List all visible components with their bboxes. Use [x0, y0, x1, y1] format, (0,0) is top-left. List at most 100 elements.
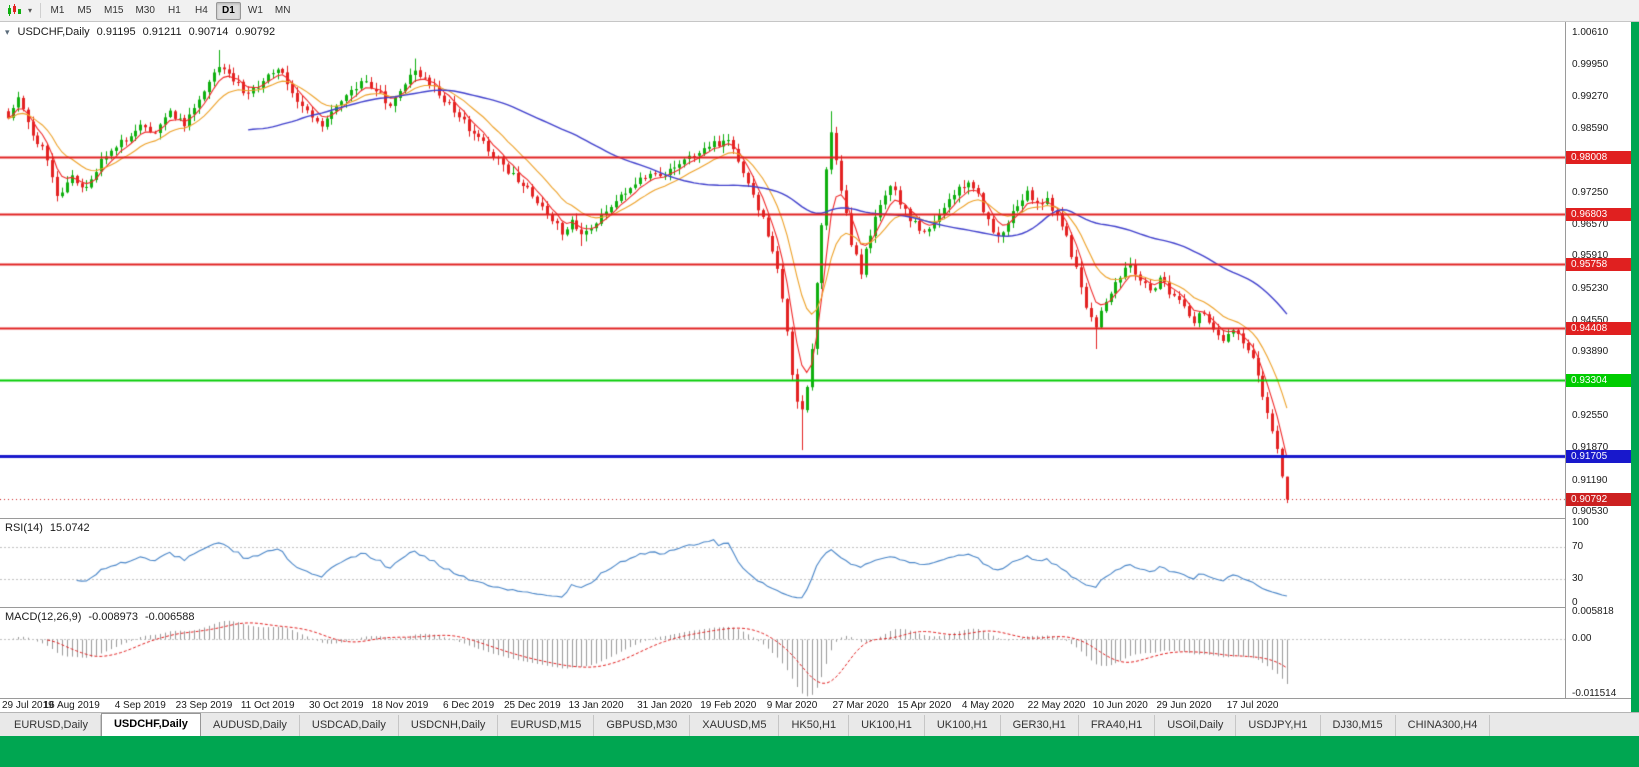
rsi-indicator-canvas[interactable] — [0, 519, 1565, 607]
chart-tab-ger30-h1[interactable]: GER30,H1 — [1000, 715, 1079, 736]
timeframe-button-m5[interactable]: M5 — [77, 5, 92, 16]
chart-tab-usdjpy-h1[interactable]: USDJPY,H1 — [1236, 715, 1321, 736]
macd-indicator-name: MACD(12,26,9) — [5, 611, 82, 623]
chart-tabs-bar: EURUSD,Daily USDCHF,Daily AUDUSD,Daily USDC… — [0, 712, 1639, 736]
chart-symbol-period: USDCHF,Daily — [17, 26, 90, 38]
rsi-indicator-value: 15.0742 — [49, 522, 90, 534]
chart-tab-hk50-h1[interactable]: HK50,H1 — [779, 715, 850, 736]
chart-tab-usdcnh-daily[interactable]: USDCNH,Daily — [398, 715, 499, 736]
price-tick-label: 0.95910 — [1572, 250, 1609, 262]
timeframe-button-w1[interactable]: W1 — [247, 5, 263, 16]
macd-panel-label: MACD(12,26,9) -0.008973 -0.006588 — [5, 611, 195, 623]
price-tick-label: 0.93890 — [1572, 346, 1609, 358]
rsi-scale-label: 70 — [1572, 541, 1584, 552]
timeframe-button-d1[interactable]: D1 — [215, 1, 241, 20]
hline-price-tag: 0.93304 — [1566, 374, 1631, 388]
date-axis-label: 10 Jun 2020 — [1092, 700, 1148, 711]
date-axis-label: 17 Jul 2020 — [1226, 700, 1279, 711]
price-tick-label: 0.95230 — [1572, 282, 1609, 294]
dropdown-caret-icon[interactable]: ▾ — [27, 6, 32, 15]
date-axis-label: 15 Apr 2020 — [897, 700, 952, 711]
price-tick-label: 0.94550 — [1572, 315, 1609, 327]
ohlc-low: 0.90714 — [188, 26, 229, 38]
timeframe-buttons-group: M1 M5 M15 M30 H1 H4 D1 W1 MN — [45, 1, 295, 20]
date-axis-label: 31 Jan 2020 — [637, 700, 693, 711]
hline-price-tag: 0.91705 — [1566, 450, 1631, 464]
chart-tab-uk100-h1[interactable]: UK100,H1 — [924, 715, 1001, 736]
rsi-scale-label: 100 — [1572, 517, 1589, 528]
chart-tab-usoil-daily[interactable]: USOil,Daily — [1155, 715, 1237, 736]
hline-price-tag: 0.96803 — [1566, 208, 1631, 222]
macd-indicator-value-signal: -0.006588 — [144, 611, 195, 623]
price-tick-label: 0.92550 — [1572, 409, 1609, 421]
price-tick-label: 0.99950 — [1572, 58, 1609, 70]
date-axis-label: 4 Sep 2019 — [114, 700, 166, 711]
date-axis-label: 6 Dec 2019 — [443, 700, 495, 711]
timeframe-toolbar: ▾ M1 M5 M15 M30 H1 H4 D1 W1 MN — [0, 0, 1639, 22]
date-axis-label: 19 Feb 2020 — [700, 700, 757, 711]
chart-tab-fra40-h1[interactable]: FRA40,H1 — [1078, 715, 1156, 736]
date-axis-label: 25 Dec 2019 — [503, 700, 561, 711]
price-tick-label: 0.99270 — [1572, 90, 1609, 102]
date-axis-label: 22 May 2020 — [1027, 700, 1086, 711]
date-axis-label: 11 Oct 2019 — [240, 700, 295, 711]
rsi-scale-label: 30 — [1572, 573, 1584, 584]
date-axis[interactable]: 29 Jul 2019 16 Aug 2019 4 Sep 2019 23 Sep 2… — [0, 698, 1631, 712]
price-tick-label: 0.90530 — [1572, 505, 1609, 517]
macd-scale-label: 0.005818 — [1572, 605, 1614, 617]
date-axis-label: 27 Mar 2020 — [832, 700, 889, 711]
chart-tab-china300-h4[interactable]: CHINA300,H4 — [1395, 715, 1491, 736]
pane-separator[interactable] — [0, 607, 1631, 608]
chart-tab-eurusd-m15[interactable]: EURUSD,M15 — [498, 715, 595, 736]
ohlc-close: 0.90792 — [235, 26, 276, 38]
price-tick-label: 0.96570 — [1572, 219, 1609, 231]
price-tick-label: 0.91870 — [1572, 442, 1609, 454]
one-click-trading-toggle-icon[interactable]: ▾ — [5, 26, 10, 37]
price-tick-label: 0.91190 — [1572, 474, 1608, 486]
price-tick-label: 0.97250 — [1572, 186, 1609, 198]
chart-type-icon[interactable] — [4, 3, 24, 19]
chart-tab-usdchf-daily[interactable]: USDCHF,Daily — [100, 713, 201, 736]
chart-window: ▾ USDCHF,Daily 0.91195 0.91211 0.90714 0… — [0, 22, 1631, 712]
hline-price-tag: 0.98008 — [1566, 150, 1631, 164]
rsi-scale-label: 0 — [1572, 597, 1578, 608]
date-axis-label: 30 Oct 2019 — [309, 700, 364, 711]
current-price-tag: 0.90792 — [1566, 493, 1631, 507]
timeframe-button-mn[interactable]: MN — [274, 5, 291, 16]
date-axis-label: 18 Nov 2019 — [371, 700, 429, 711]
chart-tab-uk100-h1[interactable]: UK100,H1 — [849, 715, 925, 736]
macd-scale-label: 0.00 — [1572, 633, 1592, 645]
macd-indicator-canvas[interactable] — [0, 608, 1565, 698]
date-axis-label: 29 Jul 2019 — [2, 700, 54, 711]
hline-price-tag: 0.94408 — [1566, 321, 1631, 335]
date-axis-label: 13 Jan 2020 — [568, 700, 624, 711]
pane-separator[interactable] — [0, 518, 1631, 519]
timeframe-button-m30[interactable]: M30 — [135, 5, 155, 16]
rsi-panel-label: RSI(14) 15.0742 — [5, 522, 90, 534]
hline-price-tag: 0.95758 — [1566, 257, 1631, 271]
date-axis-label: 9 Mar 2020 — [766, 700, 818, 711]
ohlc-high: 0.91211 — [142, 26, 182, 38]
chart-tab-audusd-daily[interactable]: AUDUSD,Daily — [200, 715, 300, 736]
date-axis-label: 16 Aug 2019 — [43, 700, 100, 711]
chart-title: ▾ USDCHF,Daily 0.91195 0.91211 0.90714 0… — [5, 26, 275, 38]
chart-tab-xauusd-m5[interactable]: XAUUSD,M5 — [690, 715, 780, 736]
toolbar-separator — [40, 3, 41, 18]
rsi-indicator-name: RSI(14) — [5, 522, 43, 534]
chart-tab-eurusd-daily[interactable]: EURUSD,Daily — [2, 715, 101, 736]
timeframe-button-m15[interactable]: M15 — [104, 5, 124, 16]
chart-tab-usdcad-daily[interactable]: USDCAD,Daily — [299, 715, 399, 736]
timeframe-button-h1[interactable]: H1 — [168, 5, 181, 16]
macd-indicator-value-main: -0.008973 — [88, 611, 138, 623]
price-axis[interactable]: 1.006100.999500.992700.985900.979100.972… — [1565, 22, 1631, 698]
chart-tab-gbpusd-m30[interactable]: GBPUSD,M30 — [594, 715, 691, 736]
timeframe-button-m1[interactable]: M1 — [50, 5, 65, 16]
macd-scale-label: -0.011514 — [1572, 687, 1617, 699]
date-axis-label: 29 Jun 2020 — [1156, 700, 1212, 711]
price-tick-label: 0.98590 — [1572, 123, 1609, 135]
timeframe-button-h4[interactable]: H4 — [195, 5, 208, 16]
chart-tab-dj30-m15[interactable]: DJ30,M15 — [1320, 715, 1396, 736]
main-chart-canvas[interactable] — [0, 22, 1565, 518]
price-tick-label: 1.00610 — [1572, 27, 1609, 39]
